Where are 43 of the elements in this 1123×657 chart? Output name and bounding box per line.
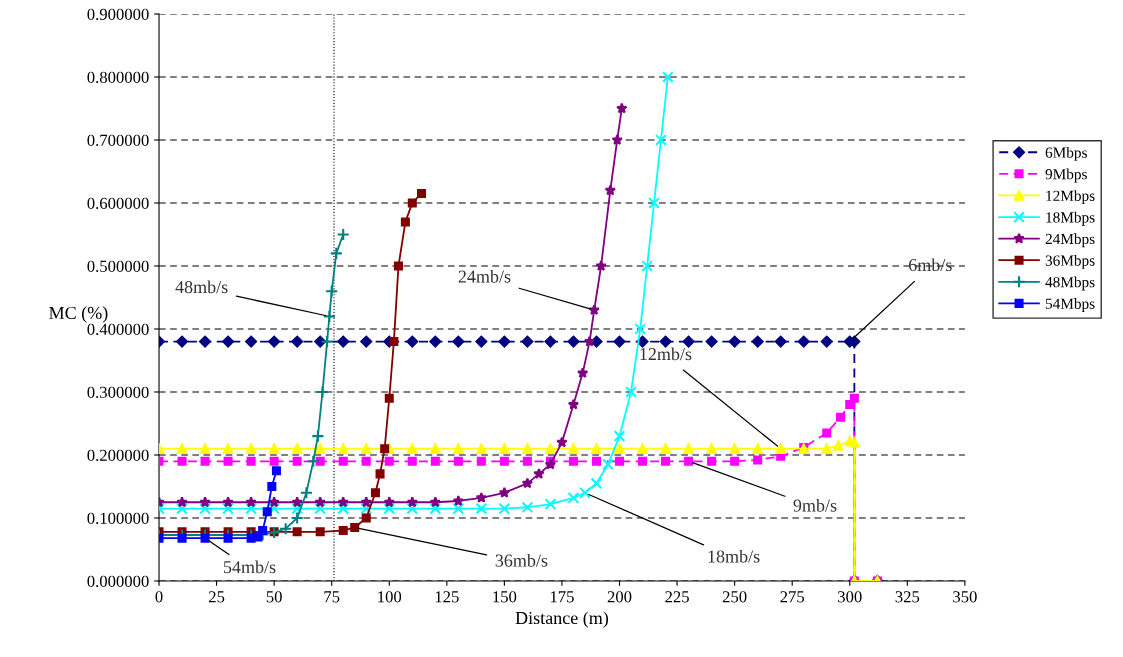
x-tick-label: 200 [607, 591, 632, 603]
x-tick-label: 275 [780, 591, 805, 603]
y-tick-label: 0.600000 [87, 197, 149, 210]
x-tick-label: 325 [895, 591, 920, 603]
y-tick-label: 0.000000 [87, 575, 149, 587]
legend-label: 24Mbps [1045, 233, 1095, 248]
x-tick-label: 25 [208, 591, 225, 603]
legend-label: 12Mbps [1046, 190, 1095, 205]
legend-label: 36Mbps [1045, 254, 1095, 269]
annotation: 18mb/s [708, 549, 760, 563]
legend-label: 6Mbps [1045, 147, 1087, 161]
x-tick-label: 150 [493, 591, 517, 603]
x-tick-label: 75 [324, 591, 340, 603]
annotation: 54mb/s [223, 560, 276, 574]
y-tick-label: 0.200000 [87, 449, 149, 462]
legend-label: 18Mbps [1046, 211, 1095, 226]
annotation: 48mb/s [175, 280, 228, 294]
legend-label: 9Mbps [1045, 168, 1087, 183]
annotation: 6mb/s [909, 258, 952, 272]
x-tick-label: 250 [722, 591, 747, 603]
x-tick-label: 175 [550, 591, 574, 603]
y-tick-label: 0.500000 [87, 260, 149, 273]
x-tick-label: 300 [838, 591, 862, 603]
x-tick-label: 100 [378, 591, 402, 603]
x-tick-label: 225 [665, 591, 689, 603]
legend-label: 54Mbps [1045, 298, 1095, 312]
y-tick-label: 0.300000 [87, 386, 149, 399]
x-tick-label: 0 [155, 591, 163, 603]
annotation: 12mb/s [640, 347, 692, 361]
x-tick-label: 125 [435, 591, 459, 603]
x-tick-label: 50 [266, 591, 282, 603]
annotation: 36mb/s [495, 553, 548, 567]
x-tick-label: 350 [953, 591, 977, 603]
annotation: 9mb/s [793, 498, 837, 512]
legend-label: 48Mbps [1045, 276, 1095, 291]
y-tick-label: 0.400000 [87, 323, 149, 336]
x-axis-title: Distance (m) [515, 611, 609, 628]
annotation: 24mb/s [458, 269, 511, 283]
y-tick-label: 0.900000 [87, 8, 149, 21]
y-tick-label: 0.700000 [87, 134, 149, 147]
y-axis-title: MC (%) [49, 306, 108, 323]
y-tick-label: 0.800000 [87, 71, 149, 84]
y-tick-label: 0.100000 [87, 512, 149, 525]
